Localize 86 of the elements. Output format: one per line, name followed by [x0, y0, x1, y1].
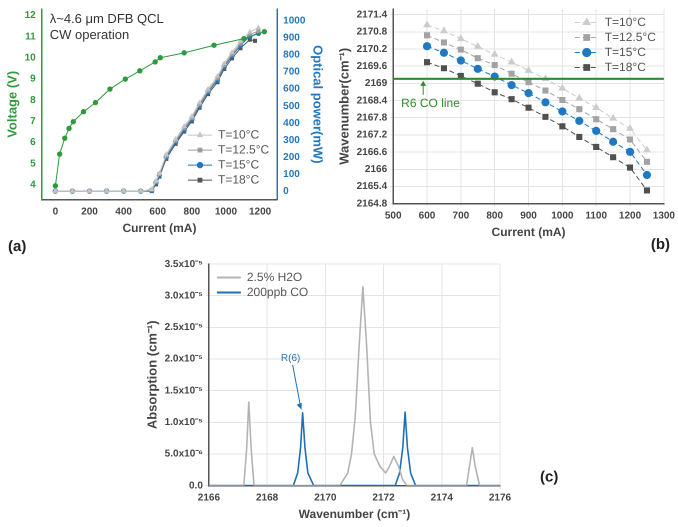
y-tick-label: 1.5x10⁻⁵ [164, 385, 204, 396]
text: (a) [8, 238, 26, 255]
y2-tick-label: 0 [283, 186, 290, 197]
legend-label: T=12.5°C [218, 142, 270, 156]
legend-label: T=12.5°C [604, 30, 656, 44]
y-tick-label: 2169.6 [356, 60, 388, 72]
x-tick-label: 2176 [488, 492, 512, 504]
legend-label: T=10°C [218, 127, 260, 142]
legend-label: T=10°C [604, 14, 646, 29]
x-tick-label: 800 [184, 206, 201, 218]
annotation: R(6) [280, 352, 300, 364]
y2-tick-label: 100 [283, 168, 300, 180]
text: CW operation [50, 27, 130, 42]
y-axis-title: Voltage (V) [4, 70, 20, 138]
x-tick-label: 800 [486, 210, 504, 222]
y-tick-label: 3.5x10⁻⁵ [164, 258, 204, 270]
x-axis-title: Wavenumber (cm⁻¹) [298, 507, 410, 522]
x-tick-label: 2174 [430, 492, 454, 504]
y2-tick-label: 200 [283, 152, 300, 163]
y2-tick-label: 700 [283, 66, 300, 78]
y2-tick-label: 900 [283, 32, 300, 44]
y-tick-label: 2164.8 [356, 198, 388, 210]
y2-tick-label: 300 [283, 134, 300, 146]
x-tick-label: 1200 [618, 210, 642, 222]
y-tick-label: 9 [30, 74, 36, 85]
y-tick-label: 2170.8 [356, 26, 388, 38]
x-tick-label: 1000 [214, 206, 238, 218]
x-tick-label: 1100 [585, 210, 608, 222]
x-tick-label: 500 [384, 210, 402, 222]
x-axis-title: Current (mA) [122, 221, 196, 236]
text: (c) [540, 468, 558, 486]
y2-tick-label: 800 [283, 50, 300, 61]
y-tick-label: 5 [30, 158, 36, 170]
y-tick-label: 2165.4 [356, 181, 388, 192]
legend-label: 2.5% H2O [246, 270, 302, 284]
y-axis-title: Absorption (cm⁻¹) [144, 320, 160, 430]
y-tick-label: 2.5x10⁻⁵ [164, 322, 204, 334]
y-tick-label: 2171.4 [356, 9, 388, 20]
x-tick-label: 2172 [372, 492, 396, 504]
x-tick-label: 600 [149, 206, 167, 218]
x-tick-label: 400 [115, 206, 132, 218]
y-tick-label: 2168.4 [356, 95, 388, 106]
y-tick-label: 5.0x10⁻⁶ [164, 448, 203, 460]
chart-title: λ~4.6 μm DFB QCL [50, 11, 164, 26]
y-tick-label: 11 [25, 31, 36, 42]
x-axis-title: Current (mA) [492, 225, 566, 240]
x-tick-label: 2168 [256, 492, 279, 504]
y-tick-label: 2169 [364, 78, 388, 90]
x-tick-label: 1200 [248, 206, 272, 218]
y2-axis-title: Optical power(mW) [310, 45, 326, 164]
y-tick-label: 3.0x10⁻⁵ [164, 290, 204, 302]
y-axis-title: Wavenumber(cm⁻¹) [336, 48, 352, 165]
x-tick-label: 2170 [314, 492, 337, 504]
y-tick-label: 1.0x10⁻⁵ [164, 417, 204, 428]
legend-label: T=15°C [218, 157, 260, 172]
y-tick-label: 0.0 [188, 480, 204, 492]
y-tick-label: 2167.2 [356, 130, 388, 141]
x-tick-label: 200 [81, 206, 98, 218]
y-tick-label: 2.0x10⁻⁵ [164, 354, 204, 365]
y-tick-label: 12 [24, 10, 36, 22]
y-tick-label: 2170.2 [356, 44, 388, 55]
y-tick-label: 2166 [364, 164, 388, 176]
legend-label: 200ppb CO [246, 284, 308, 299]
x-tick-label: 2166 [198, 492, 220, 504]
y-tick-label: 8 [30, 94, 36, 106]
y2-tick-label: 1000 [283, 16, 306, 27]
y-tick-label: 7 [30, 116, 36, 127]
x-tick-label: 600 [418, 210, 436, 222]
legend-label: T=18°C [604, 60, 646, 74]
y-tick-label: 10 [24, 52, 36, 64]
x-tick-label: 900 [520, 210, 538, 222]
x-tick-label: 700 [452, 210, 470, 222]
legend-label: T=15°C [604, 44, 646, 59]
y-tick-label: 2167.8 [356, 112, 388, 124]
y-tick-label: 4 [30, 180, 36, 191]
y2-tick-label: 600 [283, 84, 300, 95]
legend-label: T=18°C [218, 172, 260, 186]
y-tick-label: 2166.6 [356, 146, 388, 158]
ref-line-label: R6 CO line [401, 96, 460, 110]
x-tick-label: 1300 [652, 210, 676, 222]
x-tick-label: 0 [52, 206, 59, 218]
x-tick-label: 1000 [551, 210, 574, 222]
y2-tick-label: 400 [283, 118, 300, 129]
y-tick-label: 6 [30, 137, 36, 148]
y2-tick-label: 500 [283, 100, 300, 112]
text: (b) [650, 236, 670, 253]
